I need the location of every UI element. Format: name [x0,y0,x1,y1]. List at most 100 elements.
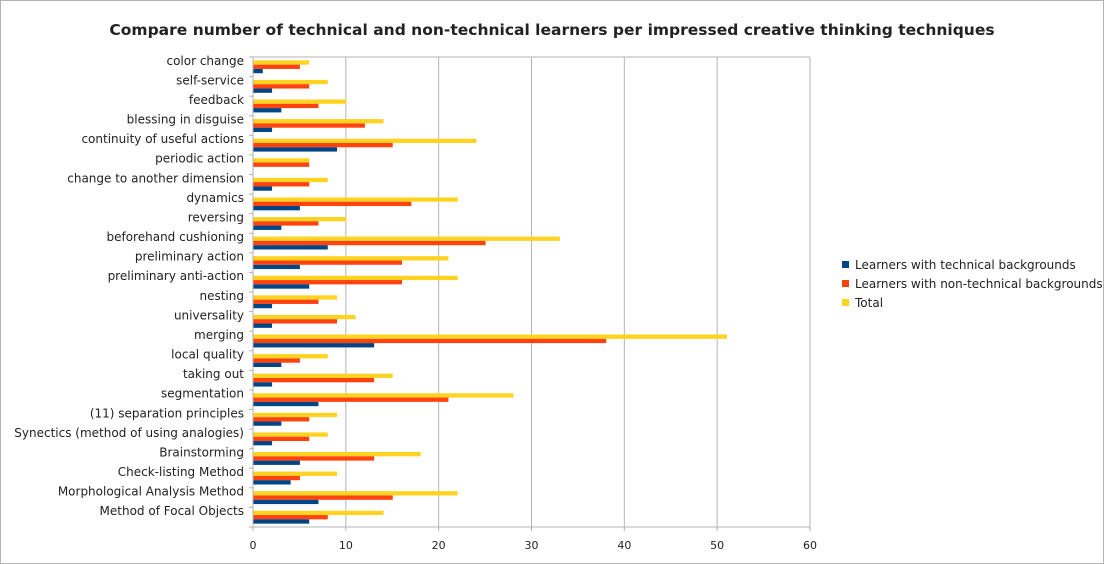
legend-item: Total [842,293,1103,312]
bar-total [253,60,310,65]
bar-total [253,510,384,516]
bar-total [253,412,338,418]
legend-item: Learners with technical backgrounds [842,255,1103,274]
bar-total [253,79,328,85]
bar-total [253,393,514,398]
category-label: color change [166,54,244,68]
bar-total [253,334,727,339]
bar-non-technical [253,299,319,304]
bar-technical [253,401,319,407]
bar-technical [253,441,273,446]
category-label: Brainstorming [159,445,244,459]
bar-total [253,119,384,124]
bar-total [253,314,356,320]
bar-technical [253,499,319,505]
category-label: periodic action [155,152,244,166]
bar-non-technical [253,123,365,128]
category-label: blessing in disguise [127,113,244,127]
legend: Learners with technical backgrounds Learn… [842,255,1103,312]
bar-technical [253,284,310,289]
bar-technical [253,303,273,309]
bar-non-technical [253,495,393,500]
chart-title: Compare number of technical and non-tech… [109,21,995,39]
x-tick-label: 40 [617,539,631,552]
bar-technical [253,68,263,74]
legend-swatch [842,299,849,306]
bar-non-technical [253,64,300,69]
bar-technical [253,225,282,230]
category-label: Synectics (method of using analogies) [14,426,244,440]
bar-technical [253,382,273,387]
bar-total [253,452,421,457]
bar-total [253,99,347,104]
bar-total [253,373,393,378]
bar-non-technical [253,417,310,422]
bar-non-technical [253,377,375,383]
category-label: reversing [188,210,244,224]
category-label: preliminary action [135,250,244,264]
category-label: taking out [183,367,244,381]
legend-label: Learners with technical backgrounds [855,257,1076,272]
bar-total [253,432,328,437]
category-label: preliminary anti-action [108,269,244,283]
bar-technical [253,88,273,93]
category-label: change to another dimension [67,171,244,185]
category-label: segmentation [161,387,244,401]
bar-technical [253,186,273,191]
bar-total [253,236,560,241]
category-label: merging [194,328,244,342]
x-tick-label: 20 [432,539,446,552]
x-tick-label: 50 [710,539,724,552]
bar-non-technical [253,162,310,167]
x-tick-label: 10 [339,539,353,552]
bar-non-technical [253,515,328,520]
bar-non-technical [253,201,412,207]
bar-technical [253,323,273,328]
legend-swatch [842,280,849,287]
category-label: Morphological Analysis Method [58,485,244,499]
category-label: self-service [176,73,244,87]
bar-technical [253,147,338,152]
bar-total [253,197,458,202]
bar-total [253,491,458,496]
bar-non-technical [253,280,403,285]
bar-non-technical [253,475,300,481]
bar-non-technical [253,103,319,109]
bar-non-technical [253,142,393,148]
bar-non-technical [253,319,338,324]
bar-technical [253,421,282,426]
bar-total [253,354,328,359]
legend-label: Total [855,295,884,310]
bar-non-technical [253,260,403,265]
category-label: feedback [189,93,244,107]
category-label: universality [174,308,244,322]
legend-item: Learners with non-technical backgrounds [842,274,1103,293]
bar-non-technical [253,221,319,226]
category-label: Method of Focal Objects [100,504,244,518]
bar-technical [253,127,273,132]
bar-technical [253,108,282,113]
legend-swatch [842,261,849,268]
bar-technical [253,245,328,250]
bar-non-technical [253,436,310,442]
category-label: (11) separation principles [90,406,244,420]
category-label: nesting [199,289,244,303]
legend-label: Learners with non-technical backgrounds [855,276,1103,291]
x-tick-label: 0 [250,539,257,552]
bar-non-technical [253,240,486,246]
x-tick-label: 30 [525,539,539,552]
bar-non-technical [253,456,375,461]
bar-total [253,471,338,476]
bar-non-technical [253,84,310,89]
bar-technical [253,343,375,348]
bar-non-technical [253,182,310,187]
bar-technical [253,264,300,270]
bar-non-technical [253,358,300,363]
bar-technical [253,519,310,524]
bar-total [253,275,458,281]
category-label: Check-listing Method [118,465,244,479]
bar-total [253,217,347,222]
bar-total [253,158,310,163]
bar-technical [253,460,300,465]
category-label: local quality [171,348,244,362]
